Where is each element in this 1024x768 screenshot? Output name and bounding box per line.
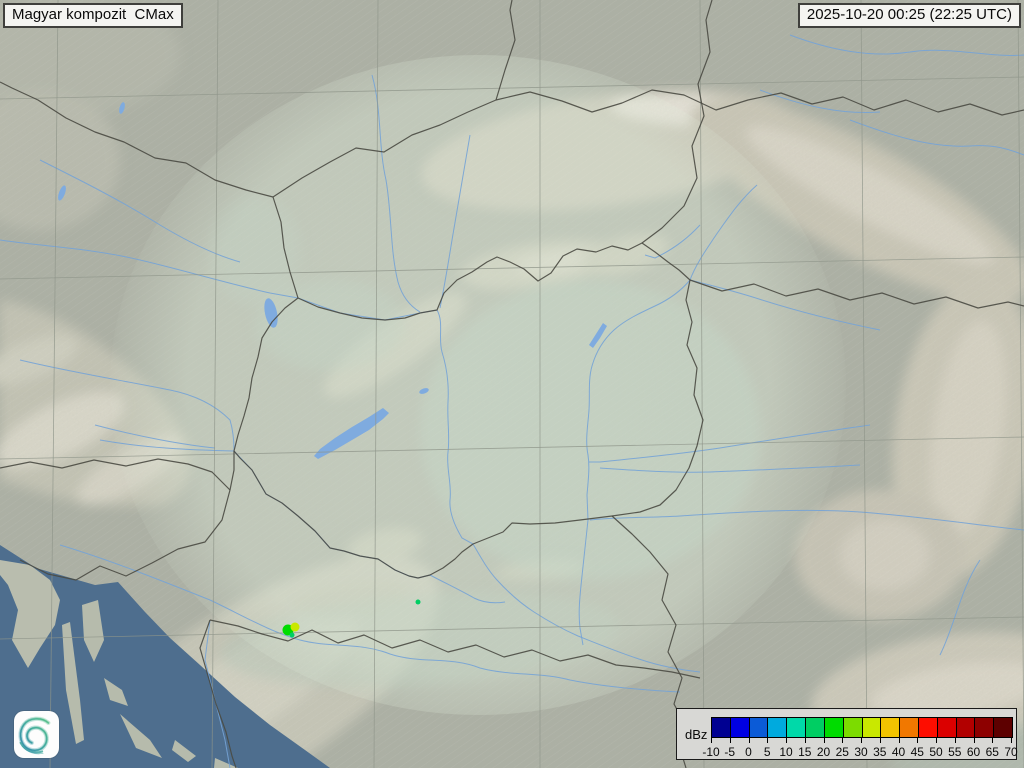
legend-tick	[898, 737, 900, 743]
product-label: Magyar kompozit CMax	[3, 3, 183, 28]
legend-tick-label: 65	[985, 745, 999, 759]
legend-tick-label: 25	[835, 745, 849, 759]
legend-tick	[973, 737, 975, 743]
adriatic-islands	[62, 600, 238, 768]
radar-coverage-halo	[110, 55, 846, 715]
legend-tick	[1011, 737, 1012, 743]
legend-tick-label: 0	[745, 745, 752, 759]
legend-tick	[879, 737, 881, 743]
hungaromet-logo	[14, 711, 59, 758]
legend-tick	[729, 737, 731, 743]
legend-tick-label: 55	[948, 745, 962, 759]
legend-tick-label: 45	[910, 745, 924, 759]
legend-tick-label: -10	[702, 745, 720, 759]
legend-cell	[975, 718, 995, 737]
legend-cell	[862, 718, 882, 737]
timestamp-label: 2025-10-20 00:25 (22:25 UTC)	[797, 3, 1021, 28]
legend-tick	[823, 737, 825, 743]
legend-cell	[843, 718, 863, 737]
hungary-border	[233, 242, 704, 579]
lake-balaton	[314, 408, 389, 459]
legend-tick	[842, 737, 844, 743]
legend-cell	[712, 718, 731, 737]
legend-tick	[917, 737, 919, 743]
legend-tick-label: 5	[763, 745, 771, 759]
legend-tick-label: 30	[854, 745, 868, 759]
legend-tick-label: 70	[1004, 745, 1018, 759]
adriatic-sea	[0, 545, 330, 768]
legend-cell	[881, 718, 901, 737]
legend-unit-label: dBz	[685, 727, 708, 742]
dbz-legend: dBz -10 -5 0 5 10 15 20 25 30 35 40 45 50 55 60 65 70	[676, 708, 1018, 760]
legend-tick	[954, 737, 956, 743]
lake-tisza	[589, 323, 607, 348]
met-spiral-icon	[17, 716, 50, 754]
legend-tick-label: -5	[724, 745, 736, 759]
legend-cell	[918, 718, 938, 737]
legend-cell	[806, 718, 825, 737]
legend-tick-label: 60	[966, 745, 981, 759]
legend-cell	[768, 718, 788, 737]
legend-cell	[956, 718, 976, 737]
legend-tick	[711, 737, 712, 743]
legend-cell	[749, 718, 769, 737]
lakes	[58, 102, 607, 459]
legend-tick-label: 50	[929, 745, 943, 759]
radar-echo	[290, 622, 300, 632]
legend-cell	[937, 718, 957, 737]
legend-tick	[861, 737, 862, 743]
legend-tick-label: 20	[816, 745, 831, 759]
legend-tick-label: 35	[873, 745, 887, 759]
legend-tick	[804, 737, 806, 743]
legend-tick-label: 10	[779, 745, 793, 759]
lake-velence	[419, 388, 429, 394]
legend-tick	[786, 737, 787, 743]
legend-cell	[824, 718, 844, 737]
legend-tick	[992, 737, 994, 743]
radar-echo	[289, 632, 295, 638]
legend-tick-label: 15	[798, 745, 812, 759]
legend-cell	[787, 718, 807, 737]
legend-tick	[748, 737, 750, 743]
radar-echo	[415, 599, 421, 605]
istria-peninsula	[0, 560, 60, 668]
radar-echoes	[282, 599, 421, 638]
legend-cell	[730, 718, 750, 737]
legend-colorbar	[711, 717, 1013, 738]
legend-tick	[767, 737, 769, 743]
legend-cell	[994, 718, 1012, 737]
legend-cell	[900, 718, 919, 737]
legend-tick	[936, 737, 937, 743]
legend-tick-label: 40	[891, 745, 906, 759]
